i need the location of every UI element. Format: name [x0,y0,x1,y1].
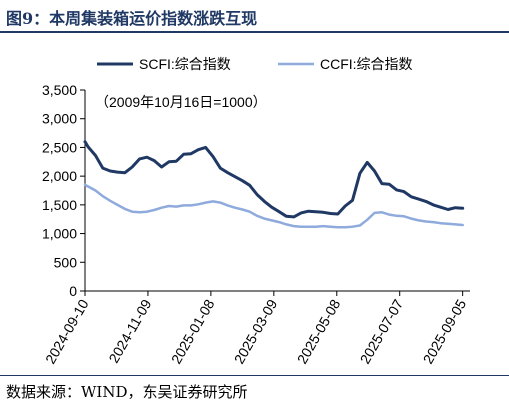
figure-title: 图9：本周集装箱运价指数涨跌互现 [6,9,258,28]
legend: SCFI:综合指数 CCFI:综合指数 [97,56,413,72]
y-tick-label: 3,000 [42,111,77,127]
y-tick-label: 2,000 [42,168,77,184]
x-tick-label: 2025-09-05 [420,296,470,366]
series-line-scfi [83,140,465,219]
x-tick-label: 2025-05-08 [294,296,344,366]
y-tick-label: 2,500 [42,139,77,155]
y-tick-label: 1,500 [42,197,77,213]
series-line-ccfi [83,183,464,229]
chart-annotation: （2009年10月16日=1000） [95,94,267,110]
x-tick-label: 2025-07-07 [357,296,407,366]
legend-label: SCFI:综合指数 [139,56,231,72]
line-chart: SCFI:综合指数 CCFI:综合指数 （2009年10月16日=1000） 0 5… [42,56,470,367]
x-tick-label: 2024-11-09 [105,296,154,365]
y-tick-label: 0 [69,283,77,299]
legend-label: CCFI:综合指数 [320,56,413,72]
y-tick-label: 500 [54,254,78,270]
source-note: 数据来源：WIND，东吴证券研究所 [6,383,248,401]
title-rule [0,31,509,33]
x-tick-label: 2025-03-09 [231,296,281,366]
source-rule [0,375,509,376]
axes: 0 500 1,000 1,500 2,000 2,500 3,000 3,500 2024-0… [42,82,470,367]
x-tick-label: 2025-01-08 [168,296,218,366]
y-tick-label: 3,500 [42,82,77,98]
y-tick-label: 1,000 [42,226,77,242]
x-tick-label: 2024-09-10 [42,296,92,366]
series-lines [83,140,465,229]
